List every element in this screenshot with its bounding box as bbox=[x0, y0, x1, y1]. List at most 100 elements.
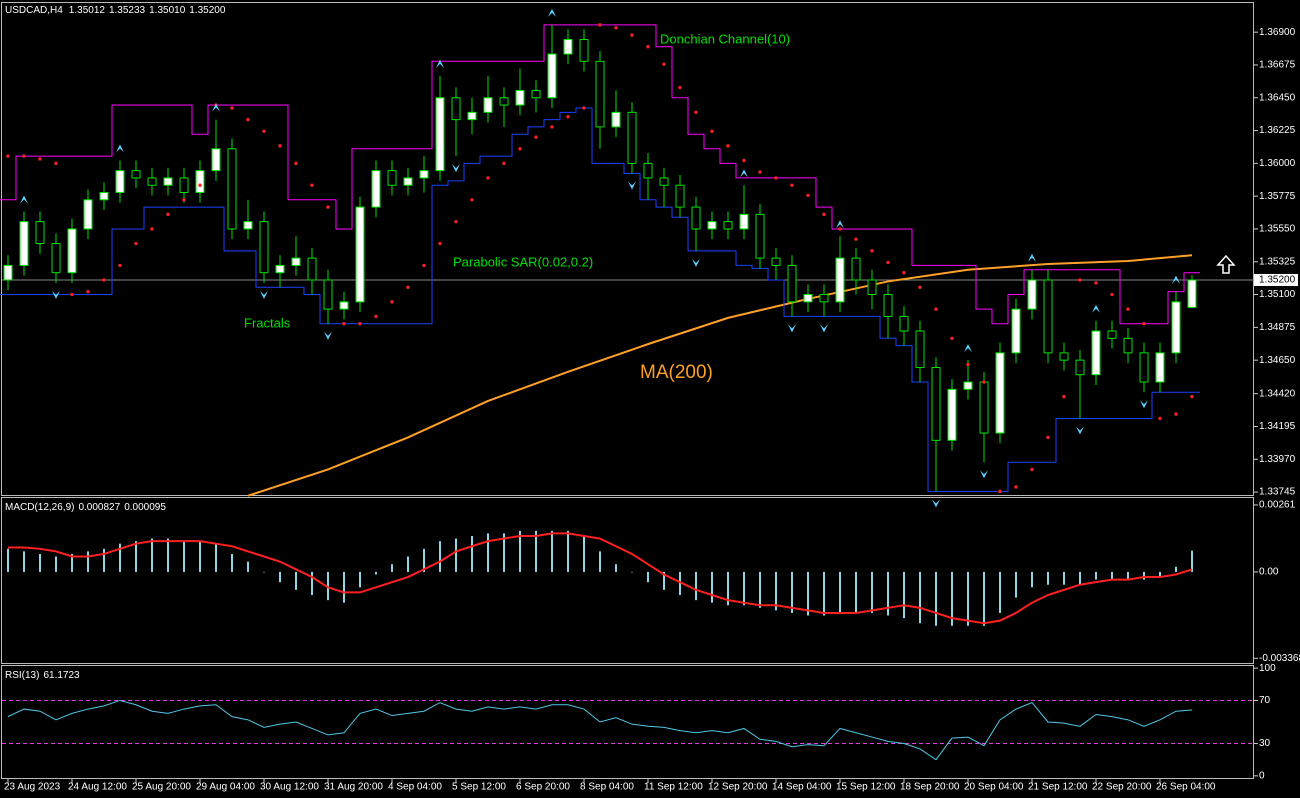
macd-bar bbox=[887, 571, 889, 616]
macd-bar bbox=[615, 564, 617, 572]
sar-dot bbox=[118, 263, 122, 268]
y-tick-label: 1.33970 bbox=[1259, 454, 1296, 465]
macd-bar bbox=[327, 571, 329, 601]
candle-body bbox=[1027, 279, 1037, 310]
candle-body bbox=[851, 257, 861, 281]
y-tick-label: 100 bbox=[1259, 663, 1276, 674]
macd-bar bbox=[7, 548, 9, 572]
macd-signal-line bbox=[8, 532, 1193, 625]
macd-bar bbox=[647, 571, 649, 583]
y-tick-label: 1.36000 bbox=[1259, 158, 1296, 169]
sar-dot bbox=[566, 115, 570, 119]
macd-bar bbox=[263, 571, 265, 573]
candle-body bbox=[243, 221, 253, 230]
sar-dot bbox=[310, 183, 314, 187]
macd-bar bbox=[503, 533, 505, 572]
sar-dot bbox=[326, 205, 330, 209]
sar-dot bbox=[454, 219, 458, 224]
sar-dot bbox=[422, 263, 426, 268]
macd-bar bbox=[519, 530, 521, 572]
x-tick-label: 8 Sep 04:00 bbox=[580, 782, 634, 793]
candle-body bbox=[1059, 352, 1069, 361]
fractal-down bbox=[788, 324, 796, 333]
sar-dot bbox=[102, 278, 106, 282]
sar-dot bbox=[1046, 435, 1050, 440]
y-tick-label: 30 bbox=[1259, 738, 1271, 749]
rsi-name: RSI(13) bbox=[5, 670, 39, 681]
macd-bar bbox=[807, 571, 809, 616]
sar-dot bbox=[774, 176, 778, 180]
candle-body bbox=[435, 97, 445, 172]
sar-dot bbox=[198, 183, 202, 187]
candle-body bbox=[259, 221, 269, 274]
macd-bar bbox=[183, 541, 185, 572]
header-low: 1.35010 bbox=[149, 5, 186, 16]
fractal-down bbox=[820, 324, 828, 333]
sar-dot bbox=[390, 300, 394, 304]
candle-body bbox=[675, 184, 685, 208]
candle-body bbox=[787, 264, 797, 303]
macd-bar bbox=[1175, 566, 1177, 572]
sar-dot bbox=[278, 144, 282, 148]
sar-dot bbox=[38, 157, 42, 161]
candle-body bbox=[755, 213, 765, 259]
sar-dot bbox=[182, 198, 186, 202]
sar-label: Parabolic SAR(0.02,0.2) bbox=[453, 254, 593, 269]
macd-bar bbox=[1031, 571, 1033, 588]
candle-body bbox=[691, 206, 701, 230]
fractal-up bbox=[1092, 304, 1100, 313]
candle-body bbox=[1091, 330, 1101, 376]
macd-bar bbox=[983, 571, 985, 626]
macd-bar bbox=[231, 553, 233, 572]
macd-header: MACD(12,26,9) 0.000827 0.000095 bbox=[5, 502, 166, 513]
sar-dot bbox=[1030, 467, 1034, 472]
current-price-box bbox=[1254, 273, 1298, 286]
macd-bar bbox=[567, 530, 569, 572]
price-panel-frame bbox=[1, 2, 1254, 496]
x-tick-label: 22 Sep 20:00 bbox=[1092, 782, 1152, 793]
sar-dot bbox=[806, 193, 810, 198]
sar-dot bbox=[614, 26, 618, 30]
candle-body bbox=[227, 148, 237, 230]
sar-dot bbox=[694, 110, 698, 115]
macd-bar bbox=[535, 530, 537, 572]
macd-bar bbox=[1079, 571, 1081, 585]
donchian-lower bbox=[0, 107, 1200, 492]
candle-body bbox=[627, 111, 637, 164]
sar-dot bbox=[1094, 281, 1098, 285]
macd-bar bbox=[727, 571, 729, 606]
macd-bar bbox=[855, 571, 857, 613]
ma-line bbox=[247, 254, 1193, 497]
y-tick-label: 1.34195 bbox=[1259, 421, 1296, 432]
candle-body bbox=[131, 170, 141, 179]
macd-bar bbox=[311, 571, 313, 595]
sar-dot bbox=[438, 241, 442, 246]
fractal-down bbox=[52, 290, 60, 299]
y-tick-label: 0.00261 bbox=[1259, 500, 1296, 511]
candle-body bbox=[595, 60, 605, 128]
candle-body bbox=[83, 199, 93, 230]
candle-body bbox=[403, 177, 413, 186]
candle-body bbox=[931, 366, 941, 441]
macd-bar bbox=[1111, 571, 1113, 580]
x-tick-label: 23 Aug 2023 bbox=[4, 782, 61, 793]
y-tick-label: 1.35100 bbox=[1259, 289, 1296, 300]
macd-bar bbox=[967, 571, 969, 626]
sar-dot bbox=[1174, 412, 1178, 416]
y-tick-label: -0.003368 bbox=[1259, 653, 1300, 664]
y-tick-label: 1.34420 bbox=[1259, 388, 1296, 399]
sar-dot bbox=[54, 161, 58, 166]
fractal-down bbox=[260, 290, 268, 299]
candle-body bbox=[51, 243, 61, 274]
candle-body bbox=[883, 294, 893, 317]
candle-body bbox=[579, 38, 589, 62]
sar-dot bbox=[134, 241, 138, 246]
macd-bar bbox=[487, 533, 489, 572]
macd-bar bbox=[135, 541, 137, 572]
macd-bar bbox=[215, 543, 217, 572]
candle-body bbox=[1139, 352, 1149, 383]
sar-dot bbox=[582, 106, 586, 110]
sar-dot bbox=[1062, 394, 1066, 399]
candle-body bbox=[67, 228, 77, 274]
